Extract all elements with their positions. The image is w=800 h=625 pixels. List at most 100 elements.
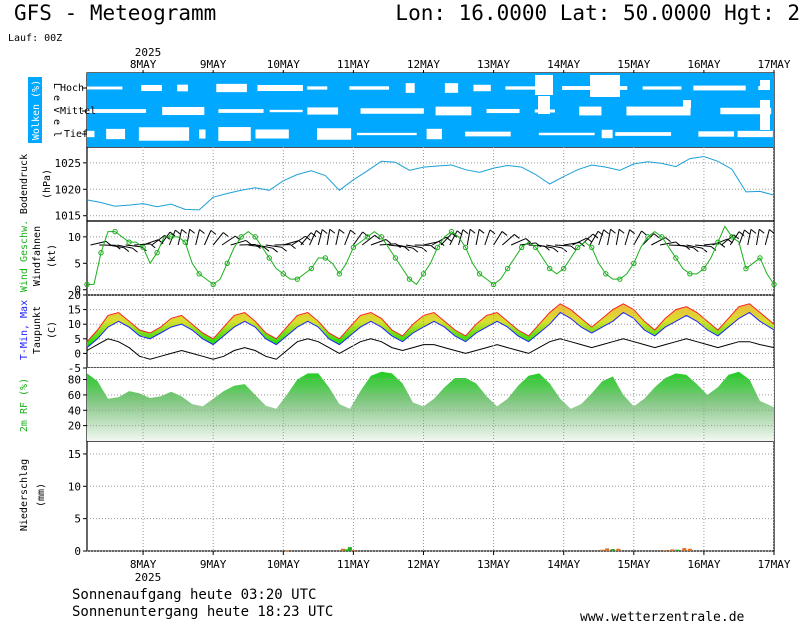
- wind-barb: [326, 229, 331, 246]
- rh-ytick-label: 20: [68, 420, 81, 433]
- cloud-block: [473, 84, 491, 92]
- temp-dewpoint-ylabel: Taupunkt: [32, 306, 43, 354]
- cloud-block: [720, 107, 772, 115]
- cloud-block: [307, 86, 328, 90]
- wind-barb-flag: [430, 244, 437, 250]
- top-date-tick: 16MAY: [687, 58, 720, 71]
- cloud-block: [535, 75, 553, 95]
- cloud-block: [269, 109, 303, 113]
- wind-barb: [440, 232, 453, 246]
- wind-barb-flag: [310, 232, 317, 238]
- cloud-levels-label: L e v e l: [51, 83, 62, 137]
- cloud-block: [435, 106, 472, 116]
- temperature-ytick-label: 0: [74, 347, 81, 360]
- temperature-ytick-label: -5: [68, 362, 81, 375]
- precip-unit: (mm): [36, 483, 47, 507]
- wind-barb: [107, 244, 124, 249]
- cloud-block: [465, 131, 511, 137]
- wind-barb-flag: [719, 242, 726, 248]
- wind-barb: [686, 244, 703, 249]
- cloud-block: [216, 83, 247, 93]
- cloud-ylabel-bg: [28, 77, 42, 143]
- wind-barb: [212, 232, 224, 246]
- level-label-mittel: Mittel: [60, 106, 96, 117]
- wind-ytick-label: 5: [74, 257, 81, 270]
- wind-barb-flag: [245, 240, 252, 245]
- top-date-tick: 14MAY: [547, 58, 580, 71]
- tmax-line: [86, 303, 775, 343]
- wind-barb-flag: [570, 245, 577, 251]
- wind-barb: [677, 244, 694, 249]
- temperature-ytick-label: 5: [74, 333, 81, 346]
- wind-barb: [484, 229, 491, 246]
- year-label-bottom: 2025: [135, 571, 162, 584]
- wind-speed-marker: [575, 244, 581, 251]
- wind-speed-marker: [617, 276, 623, 282]
- wind-barb: [283, 240, 299, 246]
- precip-bar: [663, 550, 668, 552]
- dewpoint-line: [86, 338, 775, 360]
- precip-ylabel: Niederschlag: [19, 459, 30, 531]
- wind-speed-marker: [715, 239, 721, 245]
- source-url[interactable]: www.wetterzentrale.de: [580, 610, 745, 625]
- precip-bar: [347, 547, 352, 551]
- wind-speed-marker: [743, 265, 749, 272]
- wind-barb-flag: [189, 228, 195, 234]
- cloud-block: [255, 129, 289, 139]
- wind-barb-flag: [462, 229, 469, 234]
- wind-barb: [519, 242, 536, 246]
- wind-speed-marker: [252, 234, 258, 240]
- cloud-block: [177, 84, 188, 92]
- wind-panel: Wind Geschw. Windfahnen (kt) 0 5 10: [19, 220, 777, 297]
- wind-barb: [624, 229, 631, 246]
- cloud-block: [360, 108, 424, 114]
- temperature-ytick-label: 15: [68, 304, 81, 317]
- cloud-block: [141, 84, 162, 92]
- cloud-block: [760, 80, 770, 90]
- wind-barb: [151, 234, 165, 246]
- wind-ytick-label: 10: [68, 231, 81, 244]
- year-label-top: 2025: [135, 46, 162, 59]
- precip-bar: [351, 550, 356, 552]
- wind-barb-flag: [169, 231, 176, 237]
- wind-barb: [546, 244, 562, 249]
- wind-barb-flag: [738, 231, 745, 237]
- wind-barb: [116, 244, 133, 249]
- wind-barb: [309, 230, 317, 246]
- pressure-unit: (hPa): [42, 169, 53, 199]
- wind-barb: [239, 243, 256, 246]
- top-date-tick: 10MAY: [267, 58, 300, 71]
- cloud-block: [444, 83, 459, 93]
- wind-barb-flag: [175, 229, 181, 235]
- precip-bar: [682, 548, 687, 551]
- cloud-block: [87, 130, 95, 138]
- temperature-panel: T-Min, Max Taupunkt (C) -5 05 1015 20: [19, 289, 775, 375]
- rh-area: [87, 371, 774, 441]
- wind-barb-flag: [603, 229, 609, 235]
- cloud-block: [138, 127, 190, 141]
- cloud-block: [426, 128, 442, 140]
- cloud-block: [538, 132, 595, 136]
- precip-ytick-label: 15: [68, 448, 81, 461]
- cloud-block: [642, 86, 682, 90]
- wind-barb: [125, 244, 142, 248]
- wind-barb-flag: [525, 238, 532, 243]
- cloud-block: [683, 100, 691, 108]
- wind-barb: [537, 244, 554, 249]
- wind-barb: [379, 243, 396, 246]
- precip-ytick-label: 10: [68, 480, 81, 493]
- wind-barb-flag: [149, 243, 156, 249]
- wind-speed-marker: [392, 255, 399, 261]
- temp-unit: (C): [47, 321, 58, 339]
- sunset-info: Sonnenuntergang heute 18:23 UTC: [72, 604, 334, 620]
- bottom-date-tick: 10MAY: [267, 558, 300, 571]
- bottom-date-tick: 9MAY: [200, 558, 227, 571]
- wind-barb: [493, 231, 503, 246]
- top-date-tick: 12MAY: [407, 58, 440, 71]
- cloud-block: [579, 106, 602, 116]
- pressure-line: [86, 155, 775, 211]
- cloud-block: [405, 83, 415, 93]
- bottom-date-tick: 12MAY: [407, 558, 440, 571]
- wind-barb: [134, 243, 151, 246]
- wind-barb-flag: [123, 247, 130, 252]
